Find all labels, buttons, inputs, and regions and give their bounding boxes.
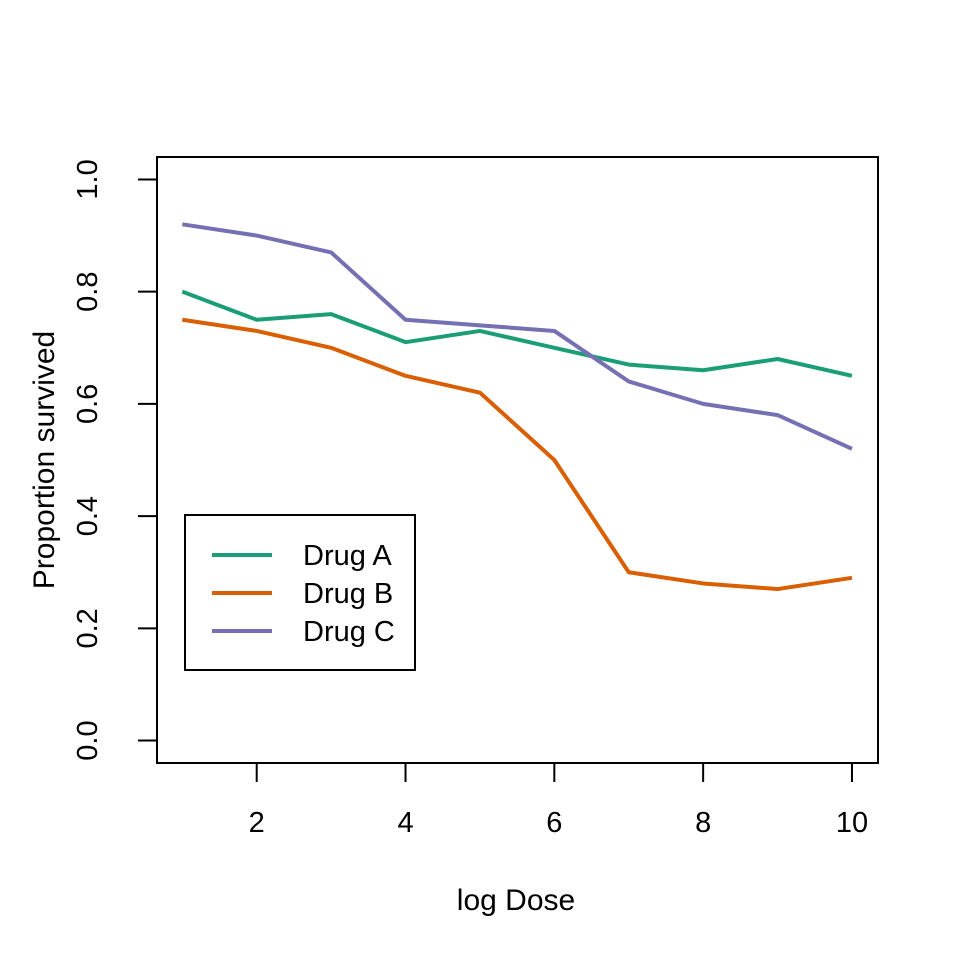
y-tick-label: 0.2 xyxy=(72,608,104,648)
legend-label-drug-a: Drug A xyxy=(303,540,392,572)
plot-box xyxy=(156,156,879,764)
legend-label-drug-c: Drug C xyxy=(303,616,395,648)
x-tick-label: 6 xyxy=(546,807,562,839)
x-tick-label: 8 xyxy=(695,807,711,839)
y-tick-label: 1.0 xyxy=(72,159,104,199)
y-tick-label: 0.4 xyxy=(72,496,104,536)
plot-line-drug-b xyxy=(181,317,853,592)
y-tick-label: 0.6 xyxy=(72,384,104,424)
x-tick-label: 4 xyxy=(397,807,413,839)
plot-line-drug-c xyxy=(181,222,853,451)
y-tick-label: 0.8 xyxy=(72,272,104,312)
y-axis-title: Proportion survived xyxy=(28,330,61,590)
x-tick-label: 2 xyxy=(249,807,265,839)
x-tick-label: 10 xyxy=(836,807,868,839)
legend-label-drug-b: Drug B xyxy=(303,578,393,610)
y-tick-label: 0.0 xyxy=(72,720,104,760)
x-axis-title: log Dose xyxy=(456,884,576,917)
plot-line-drug-a xyxy=(181,289,853,378)
